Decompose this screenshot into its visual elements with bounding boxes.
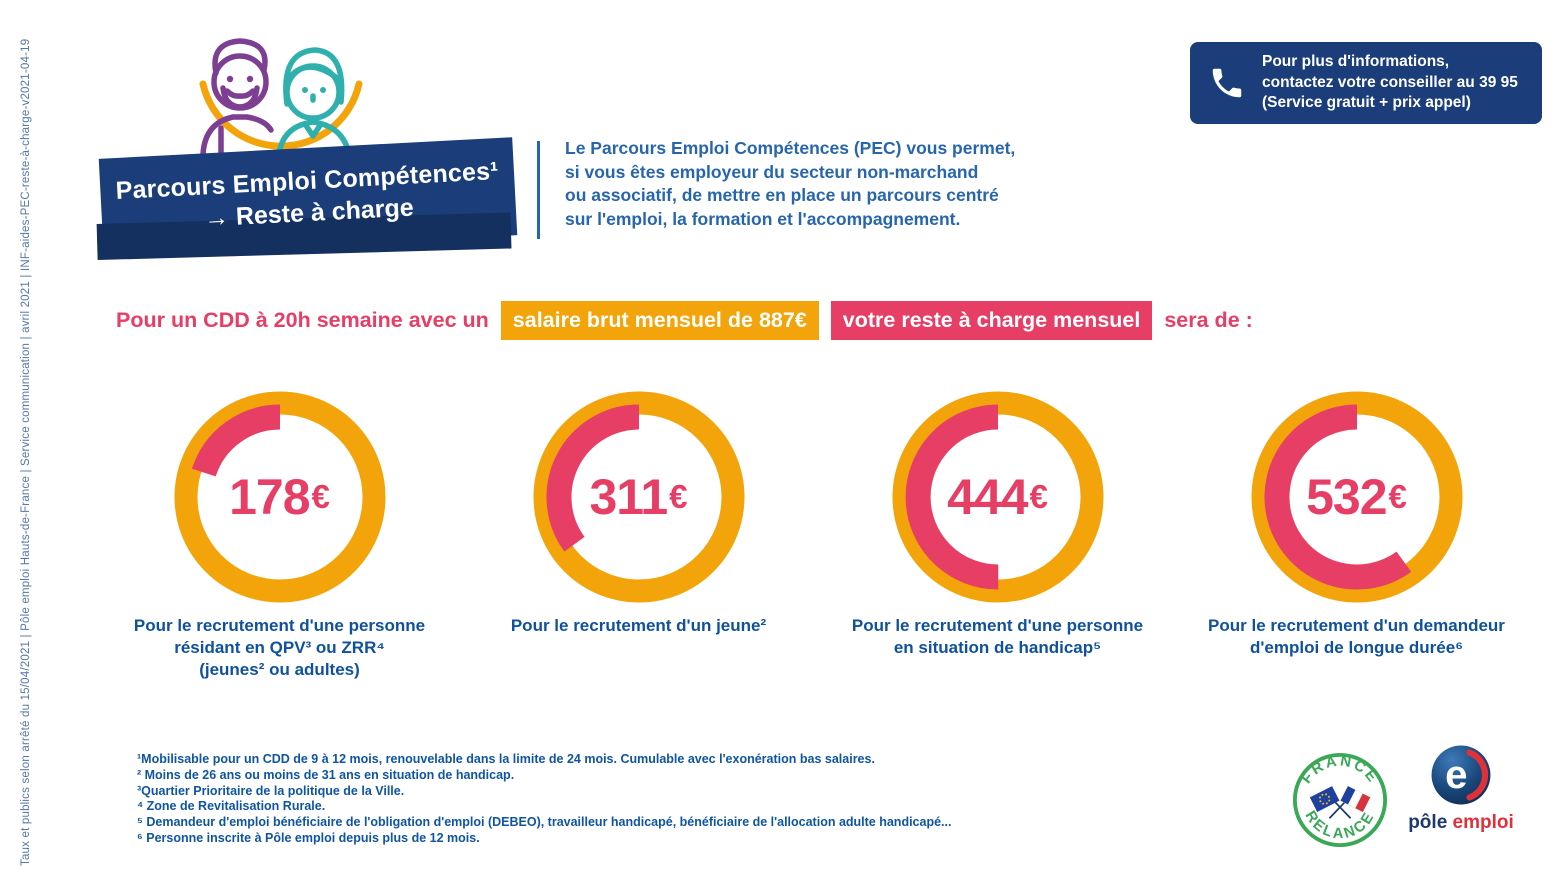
donut-chart-jeune: 311 € Pour le recrutement d'un jeune²	[459, 391, 818, 681]
donut-svg	[533, 391, 744, 603]
donut-caption: Pour le recrutement d'une personne en si…	[851, 616, 1144, 657]
euro-sign: €	[1388, 478, 1407, 515]
headline-prefix: Pour un CDD à 20h semaine avec un	[116, 308, 489, 332]
contact-info-box: Pour plus d'informations, contactez votr…	[1190, 42, 1542, 124]
footnote: ² Moins de 26 ans ou moins de 31 ans en …	[137, 767, 515, 782]
donut-svg	[174, 391, 385, 603]
svg-text:FRANCE: FRANCE	[1299, 753, 1381, 786]
cost-highlight: votre reste à charge mensuel	[830, 301, 1153, 340]
france-relance-top-text: FRANCE	[1299, 753, 1379, 786]
intro-line: si vous êtes employeur du secteur non-ma…	[565, 161, 979, 182]
amount: 444	[947, 469, 1028, 525]
amount: 311	[589, 469, 668, 525]
donut-ring: 444 €	[892, 391, 1104, 603]
contact-line: (Service gratuit + prix appel)	[1262, 94, 1471, 112]
donut-chart-qpv-zrr: 178 € Pour le recrutement d'une personne…	[100, 391, 459, 681]
donut-caption: Pour le recrutement d'une personne résid…	[133, 616, 426, 679]
donut-ring: 532 €	[1251, 391, 1463, 603]
footnote: ⁶ Personne inscrite à Pôle emploi depuis…	[137, 830, 480, 845]
man-outline-illustration	[200, 38, 274, 156]
amount: 178	[229, 469, 310, 525]
document-reference-vertical-text: Taux et publics selon arrêté du 15/04/20…	[20, 38, 32, 866]
donut-value: 311 €	[533, 391, 745, 603]
donut-value: 444 €	[892, 391, 1104, 603]
two-people-illustration	[199, 38, 363, 156]
salary-highlight: salaire brut mensuel de 887€	[500, 301, 819, 340]
donut-caption: Pour le recrutement d'un jeune²	[510, 616, 767, 635]
euro-sign: €	[1029, 478, 1048, 515]
contact-line: Pour plus d'informations,	[1262, 53, 1450, 71]
france-relance-logo: FRANCE RELANCE	[1292, 752, 1388, 848]
donut-value: 178 €	[174, 391, 386, 603]
donut-chart-longue-duree: 532 € Pour le recrutement d'un demandeur…	[1177, 391, 1536, 681]
pole-emploi-logo: e pôle emploi	[1406, 744, 1516, 834]
title-banner: Parcours Emploi Compétences¹ → Reste à c…	[98, 137, 518, 257]
footnote: ⁴ Zone de Revitalisation Rurale.	[137, 799, 326, 814]
donut-ring: 178 €	[174, 391, 386, 603]
intro-divider	[537, 141, 540, 239]
euro-sign: €	[311, 478, 330, 515]
headline-suffix: sera de :	[1164, 308, 1253, 332]
intro-line: sur l'emploi, la formation et l'accompag…	[565, 208, 961, 229]
donut-svg	[892, 391, 1103, 603]
donut-value: 532 €	[1251, 391, 1463, 603]
pole-emploi-wordmark: pôle emploi	[1408, 812, 1514, 833]
donut-chart-handicap: 444 € Pour le recrutement d'une personne…	[818, 391, 1177, 681]
footnotes: ¹Mobilisable pour un CDD de 9 à 12 mois,…	[137, 752, 951, 847]
woman-outline-illustration	[276, 47, 352, 156]
pole-emploi-letter: e	[1445, 752, 1467, 797]
phone-icon	[1212, 68, 1242, 98]
intro-paragraph: Le Parcours Emploi Compétences (PEC) vou…	[565, 137, 1015, 231]
pole-emploi-sphere-icon: e	[1431, 745, 1491, 805]
footnote: ⁵ Demandeur d'emploi bénéficiaire de l'o…	[137, 815, 952, 830]
intro-line: ou associatif, de mettre en place un par…	[565, 185, 999, 205]
donut-ring: 311 €	[533, 391, 745, 603]
amount: 532	[1306, 469, 1387, 525]
euro-sign: €	[669, 478, 688, 515]
donut-caption: Pour le recrutement d'un demandeur d'emp…	[1208, 616, 1505, 657]
donut-svg	[1251, 391, 1462, 603]
crossed-flags-icon	[1309, 785, 1371, 819]
contact-line: contactez votre conseiller au 39 95	[1262, 73, 1518, 91]
footnote: ¹Mobilisable pour un CDD de 9 à 12 mois,…	[137, 752, 875, 766]
headline: Pour un CDD à 20h semaine avec un salair…	[116, 301, 1253, 340]
donut-chart-row: 178 € Pour le recrutement d'une personne…	[100, 391, 1536, 681]
footnote: ³Quartier Prioritaire de la politique de…	[137, 783, 405, 798]
contact-text: Pour plus d'informations, contactez votr…	[1262, 52, 1518, 114]
intro-line: Le Parcours Emploi Compétences (PEC) vou…	[565, 138, 1016, 158]
